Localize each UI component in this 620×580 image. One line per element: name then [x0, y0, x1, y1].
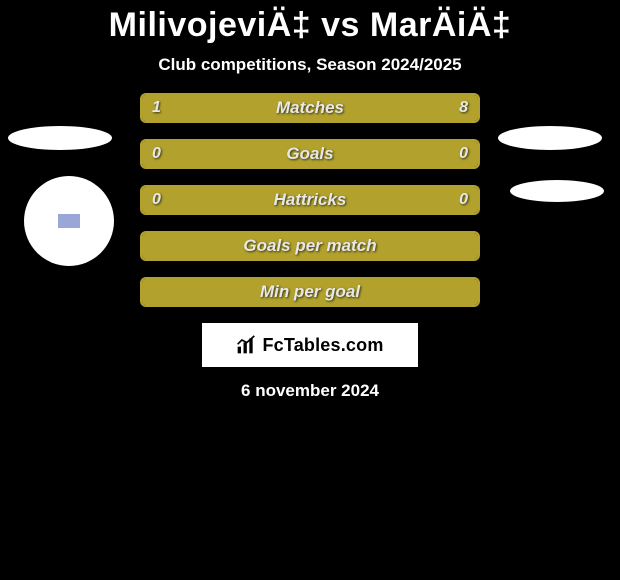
stat-row-min-per-goal: Min per goal — [140, 277, 480, 307]
stat-row-matches: Matches1 8 — [140, 93, 480, 123]
bar-value-left: 0 — [152, 187, 161, 213]
player-right-badge — [498, 126, 602, 150]
bar-label: Hattricks — [142, 187, 478, 213]
bar-label: Matches — [142, 95, 478, 121]
bar-value-right: 0 — [459, 187, 468, 213]
player-right-badge-2 — [510, 180, 604, 202]
bar-label: Min per goal — [142, 279, 478, 305]
bar-value-left: 0 — [152, 141, 161, 167]
stat-row-goals-per-match: Goals per match — [140, 231, 480, 261]
bar-value-right: 0 — [459, 141, 468, 167]
flag-icon — [57, 213, 81, 229]
stat-row-hattricks: Hattricks0 0 — [140, 185, 480, 215]
bar-value-left: 1 — [152, 95, 161, 121]
bar-label: Goals per match — [142, 233, 478, 259]
player-left-flag-circle — [24, 176, 114, 266]
chart-icon — [236, 335, 256, 355]
player-left-badge — [8, 126, 112, 150]
branding-box: FcTables.com — [202, 323, 418, 367]
subtitle: Club competitions, Season 2024/2025 — [0, 55, 620, 75]
date-line: 6 november 2024 — [0, 381, 620, 401]
branding-text: FcTables.com — [262, 335, 383, 356]
bar-value-right: 8 — [459, 95, 468, 121]
stat-row-goals: Goals0 0 — [140, 139, 480, 169]
page-title: MilivojeviÄ‡ vs MarÄiÄ‡ — [0, 0, 620, 45]
bar-label: Goals — [142, 141, 478, 167]
